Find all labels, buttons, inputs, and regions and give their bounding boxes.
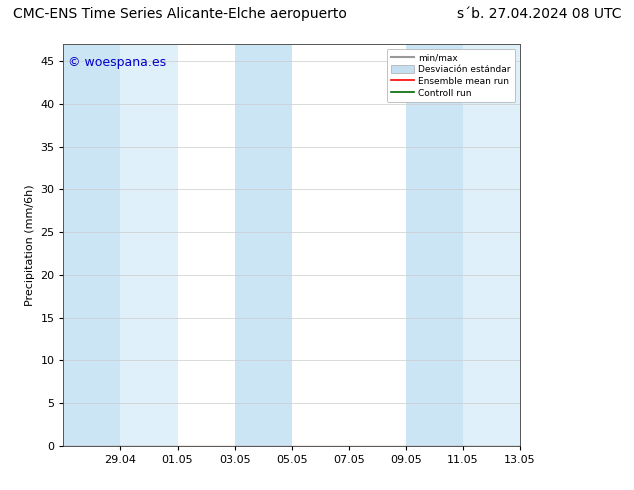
Y-axis label: Precipitation (mm/6h): Precipitation (mm/6h): [25, 184, 35, 306]
Bar: [63, 44, 120, 446]
Text: © woespana.es: © woespana.es: [68, 56, 166, 69]
Text: s´b. 27.04.2024 08 UTC: s´b. 27.04.2024 08 UTC: [457, 7, 621, 22]
Bar: [292, 44, 349, 446]
Bar: [178, 44, 235, 446]
Legend: min/max, Desviación estándar, Ensemble mean run, Controll run: min/max, Desviación estándar, Ensemble m…: [387, 49, 515, 102]
Bar: [235, 44, 292, 446]
Bar: [463, 44, 520, 446]
Bar: [349, 44, 406, 446]
Text: CMC-ENS Time Series Alicante-Elche aeropuerto: CMC-ENS Time Series Alicante-Elche aerop…: [13, 7, 347, 22]
Bar: [406, 44, 463, 446]
Bar: [120, 44, 178, 446]
